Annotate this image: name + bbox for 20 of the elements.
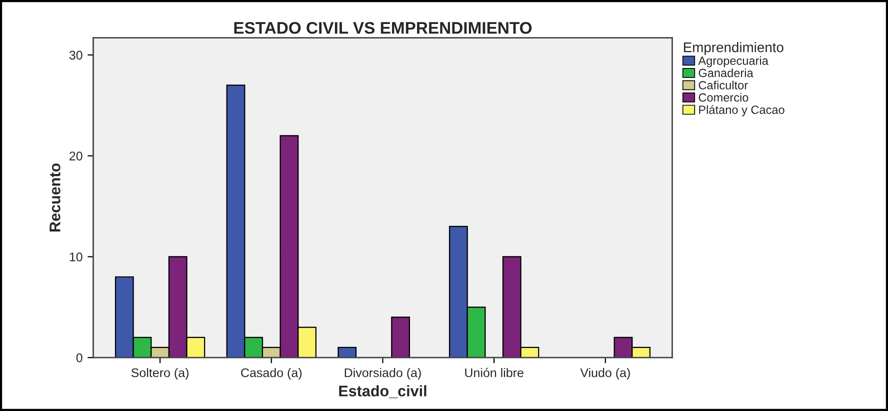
bar	[391, 316, 410, 358]
x-tick-label: Soltero (a)	[131, 368, 188, 380]
x-tick-label: Divorsiado (a)	[344, 368, 421, 380]
x-axis-title: Estado_civil	[339, 385, 426, 398]
legend-label: Ganaderia	[698, 68, 754, 78]
x-tick-label: Unión libre	[465, 368, 524, 378]
legend-title: Emprendimiento	[684, 42, 784, 55]
y-axis-title: Recuento	[50, 163, 60, 232]
y-tick-label: 10	[70, 252, 82, 262]
legend-label: Plátano y Cacao	[699, 105, 784, 116]
x-tick-label: Viudo (a)	[580, 368, 630, 380]
x-tick-label: Casado (a)	[241, 368, 302, 380]
legend-label: Caficultor	[698, 80, 748, 90]
y-tick-label: 20	[70, 152, 82, 160]
y-tick-label: 0	[76, 353, 82, 362]
bar	[338, 346, 357, 358]
legend-label: Comercio	[698, 92, 748, 102]
chart-title: ESTADO CIVIL VS EMPRENDIMIENTO	[234, 22, 532, 34]
y-tick-label: 30	[69, 50, 82, 60]
legend-label: Agropecuaria	[698, 56, 768, 68]
